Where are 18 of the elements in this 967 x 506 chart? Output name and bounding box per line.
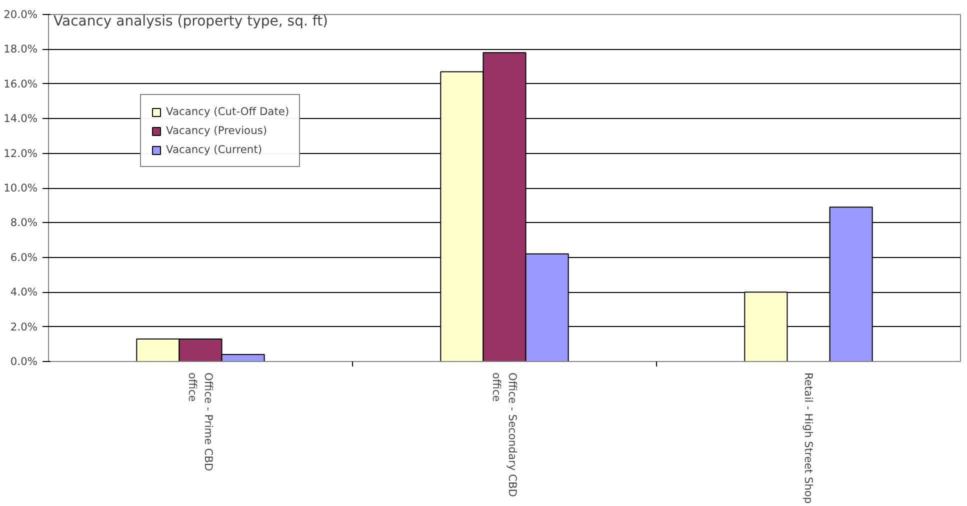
y-tick-label: 8.0% [10, 216, 38, 230]
x-tick-label: Retail - High Street Shop [802, 372, 815, 504]
y-tick-label: 12.0% [4, 146, 38, 160]
y-tick-label: 20.0% [4, 8, 38, 21]
y-tick-label: 4.0% [10, 286, 38, 299]
y-tick-label: 0.0% [10, 355, 38, 368]
x-tick-label: Office - Prime CBD office [186, 372, 215, 472]
y-tick-label: 2.0% [10, 320, 38, 334]
y-tick-label: 10.0% [4, 182, 38, 194]
legend-label: Vacancy (Previous) [166, 124, 268, 137]
legend-label: Vacancy (Current) [166, 143, 262, 156]
chart-title: Vacancy analysis (property type, sq. ft) [54, 14, 328, 30]
x-tick-label: Office - Secondary CBD office [490, 372, 519, 498]
y-tick-label: 18.0% [4, 42, 38, 56]
y-tick-label: 14.0% [4, 112, 38, 126]
y-tick-label: 6.0% [10, 250, 38, 264]
legend-label: Vacancy (Cut-Off Date) [166, 105, 290, 118]
y-tick-label: 16.0% [4, 77, 38, 90]
